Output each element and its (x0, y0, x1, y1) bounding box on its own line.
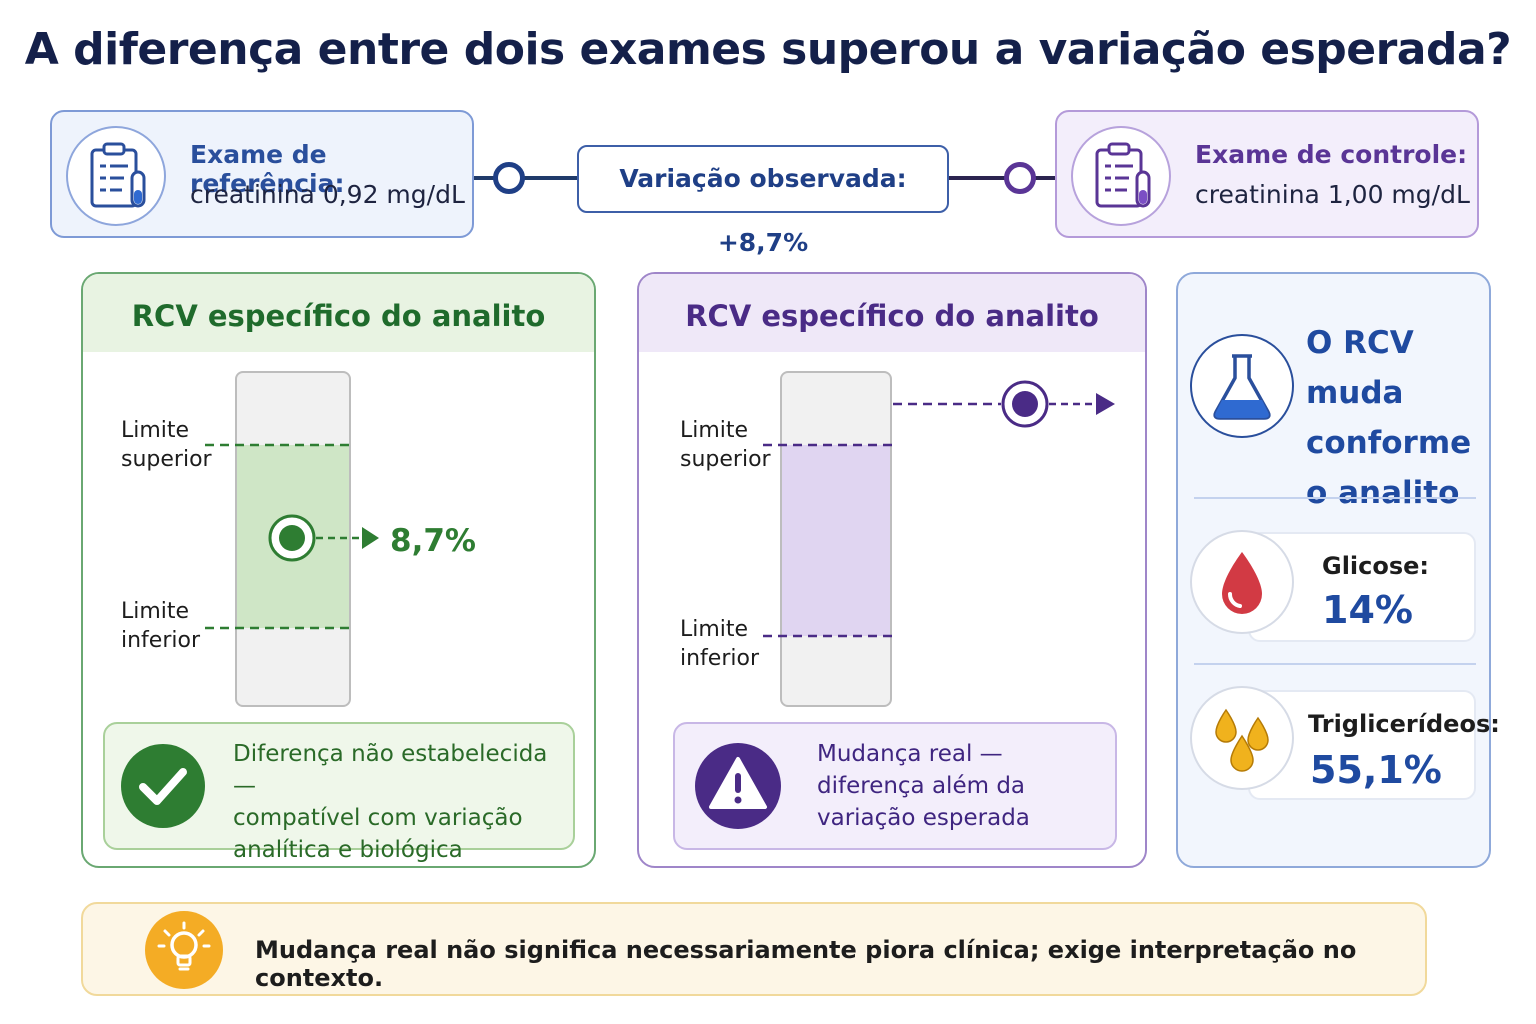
reference-exam-value: creatinina 0,92 mg/dL (190, 180, 465, 209)
status-box-no-difference: Diferença não estabelecida — compatível … (103, 722, 575, 863)
reference-exam-card: Exame de referência: creatinina 0,92 mg/… (50, 110, 474, 238)
lower-limit-label: Limite inferior (680, 617, 759, 671)
check-circle-icon (121, 744, 205, 828)
observed-variation-box: Variação observada: +8,7% (577, 145, 949, 257)
connector-line-left (474, 176, 578, 180)
warning-icon (695, 743, 781, 829)
clipboard-test-tube-icon (66, 126, 166, 226)
page-title: A diferença entre dois exames superou a … (24, 24, 1512, 75)
blood-drop-icon (1190, 530, 1294, 634)
divider (1194, 497, 1476, 499)
reference-exam-label: Exame de referência: (190, 140, 345, 198)
rcv-panel-exceeds-limit: RCV específico do analito Limite superior… (637, 272, 1147, 868)
lower-limit-label: Limite inferior (121, 599, 200, 653)
analyte-value: 14% (1322, 588, 1413, 632)
status-box-real-change: Mudança real — diferença além da variaçã… (673, 722, 1117, 850)
observed-point-label: 8,7% (390, 523, 476, 559)
analyte-label: Glicose: (1322, 552, 1430, 580)
analyte-value: 55,1% (1310, 748, 1442, 792)
flask-icon (1190, 334, 1294, 438)
oil-drops-icon (1190, 686, 1294, 790)
control-exam-card: Exame de controle: creatinina 1,00 mg/dL (1055, 110, 1479, 238)
clipboard-test-tube-icon (1071, 126, 1171, 226)
upper-limit-label: Limite superior (121, 418, 212, 472)
footer-note: Mudança real não significa necessariamen… (81, 902, 1427, 996)
status-text: Mudança real — diferença além da variaçã… (817, 741, 1030, 831)
footer-text: Mudança real não significa necessariamen… (255, 936, 1357, 992)
connector-line-right (949, 176, 1055, 180)
rcv-range-diagram (763, 371, 1115, 707)
panel-title: RCV específico do analito (639, 274, 1145, 352)
control-exam-value: creatinina 1,00 mg/dL (1195, 180, 1470, 209)
rcv-range-diagram: 8,7% (205, 371, 476, 707)
rcv-by-analyte-panel: O RCV muda conforme o analito Glicose: 1… (1176, 272, 1500, 868)
lightbulb-icon (145, 911, 223, 989)
rcv-panel-within-limit: RCV específico do analito 8,7% Limite sup… (81, 272, 596, 868)
connector-node-left (493, 162, 525, 194)
status-text: Diferença não estabelecida — compatível … (233, 741, 548, 863)
divider (1194, 663, 1476, 665)
panel-title: RCV específico do analito (83, 274, 594, 352)
connector-node-right (1004, 162, 1036, 194)
analyte-label: Triglicerídeos: (1308, 710, 1500, 738)
upper-limit-label: Limite superior (680, 418, 771, 472)
side-title: O RCV muda conforme o analito (1306, 325, 1472, 511)
control-exam-label: Exame de controle: (1195, 140, 1468, 169)
